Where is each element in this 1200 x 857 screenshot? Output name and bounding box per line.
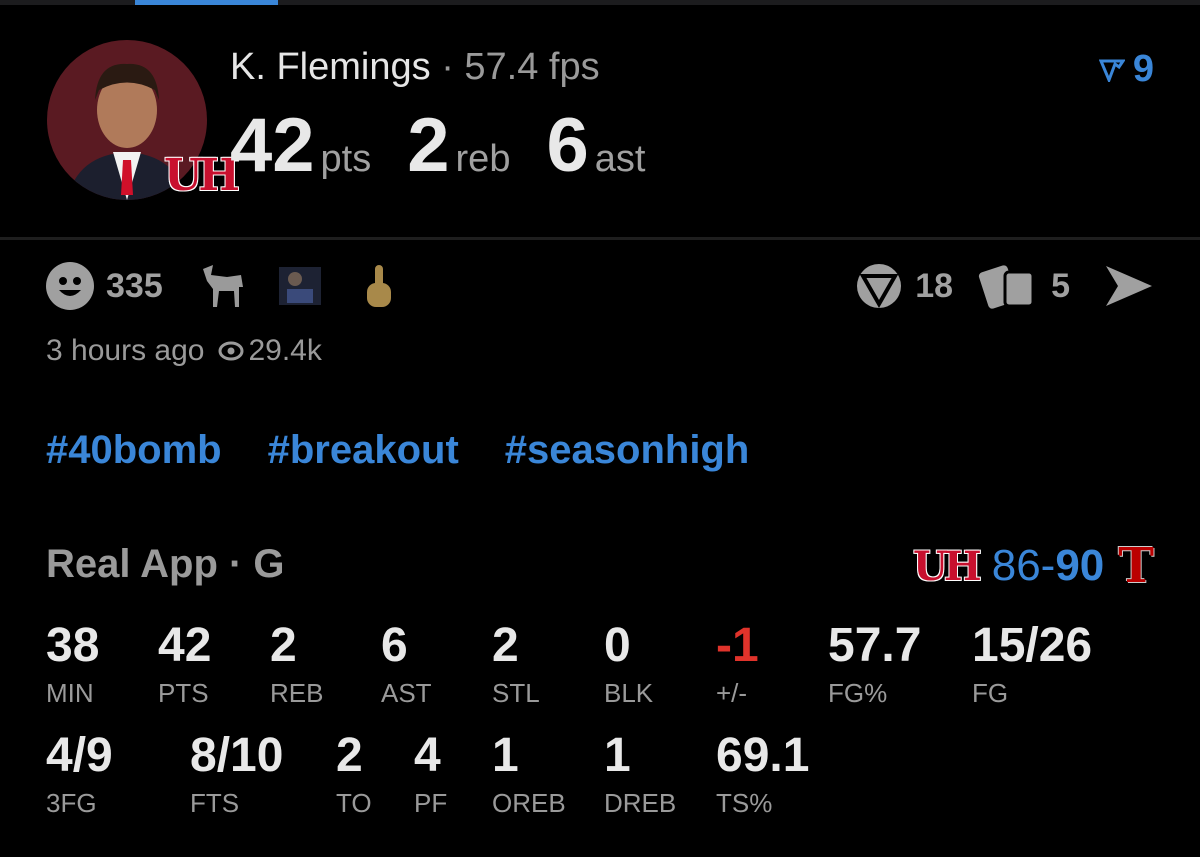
hashtag[interactable]: #seasonhigh [504,428,750,472]
top-tab-indicator [0,0,1200,5]
stat-value: 4/9 [46,729,113,782]
stat-label: +/- [716,678,748,708]
hashtag[interactable]: #breakout [267,428,459,472]
player-photo [67,63,187,200]
stat-label: MIN [46,678,94,708]
stat-value: 69.1 [716,729,810,782]
stat-oreb: 1 OREB [492,732,566,819]
stat-label: STL [492,678,540,708]
meme-image-emoji-icon [278,267,321,305]
game-score[interactable]: UH 86-90 T [913,538,1154,594]
comment-icon[interactable] [853,262,905,310]
fantasy-points: 57.4 fps [464,46,600,88]
stat-ts: 69.1 TS% [716,732,809,819]
stat-value: 38 [46,619,100,672]
stat-fts: 8/10 FTS [190,732,283,819]
reb-value: 2 [407,103,450,188]
stat-pts: 42 PTS [158,622,211,709]
comment-count: 18 [915,266,954,305]
send-icon[interactable] [1104,264,1154,308]
away-team-logo: T [1118,538,1154,594]
home-team-logo: UH [913,542,982,590]
score-separator: - [1040,541,1056,590]
league-label[interactable]: Real App · G [46,542,285,586]
stat-label: PTS [158,678,209,708]
cards-share-icon[interactable] [977,262,1041,310]
stat-label: TS% [716,788,773,818]
stat-value: 2 [492,619,519,672]
stat-label: PF [414,788,448,818]
goat-emoji-icon [202,265,243,307]
rank-value: 9 [1132,48,1154,90]
real-rank-icon [1098,59,1125,82]
rank-badge[interactable]: 9 [1098,48,1154,91]
stat-label: OREB [492,788,566,818]
team-logo-uh: UH [164,150,240,201]
stat-value: 0 [604,619,631,672]
active-tab-segment [135,0,278,5]
stat-label: BLK [604,678,654,708]
pts-value: 42 [230,103,315,188]
stat-value: 15/26 [972,619,1093,672]
player-header: K. Flemings · 57.4 fps [230,46,600,89]
hashtags: #40bomb #breakout #seasonhigh [46,428,749,473]
stat-blk: 0 BLK [604,622,653,709]
stat-value: 1 [492,729,519,782]
stat-label: TO [336,788,372,818]
hashtag[interactable]: #40bomb [46,428,222,472]
post-time: 3 hours ago [46,334,205,367]
actions-row: 18 5 [853,262,1154,310]
stat-value: 2 [336,729,363,782]
home-score: 86 [991,541,1041,590]
stat-label: 3FG [46,788,97,818]
reactions-row[interactable]: 335 [46,262,395,310]
stat-value: 6 [381,619,408,672]
reb-label: reb [455,138,511,180]
player-name[interactable]: K. Flemings [230,46,431,88]
share-count: 5 [1051,266,1070,305]
stat-reb: 2 REB [270,622,323,709]
stat-to: 2 TO [336,732,372,819]
stat-value: 42 [158,619,212,672]
stat-value: 2 [270,619,297,672]
reaction-count: 335 [106,266,163,305]
player-avatar[interactable] [47,40,207,200]
middle-finger-emoji-icon [366,265,391,307]
stat-label: AST [381,678,432,708]
smiley-reaction-icon[interactable] [46,262,94,310]
divider [0,237,1200,240]
stat-dreb: 1 DREB [604,732,676,819]
pts-label: pts [320,138,372,180]
stat-value: 57.7 [828,619,922,672]
stat-pf: 4 PF [414,732,447,819]
stat-label: DREB [604,788,677,818]
post-meta: 3 hours ago 29.4k [46,334,322,368]
view-count: 29.4k [248,334,322,367]
eye-icon [218,341,244,361]
stat-label: REB [270,678,324,708]
stat-label: FG% [828,678,888,708]
ast-value: 6 [546,103,589,188]
away-score: 90 [1055,541,1105,590]
stat-3fg: 4/9 3FG [46,732,113,819]
stat-min: 38 MIN [46,622,99,709]
headline-stats: 42 pts 2 reb 6 ast [230,102,681,189]
stat-value: -1 [716,619,759,672]
stat-fg: 15/26 FG [972,622,1092,709]
ast-label: ast [594,138,646,180]
stat-value: 8/10 [190,729,284,782]
stat-: -1 +/- [716,622,759,709]
stat-stl: 2 STL [492,622,540,709]
stat-label: FTS [190,788,240,818]
stat-ast: 6 AST [381,622,432,709]
stat-value: 1 [604,729,631,782]
separator: · [441,46,454,88]
stat-label: FG [972,678,1009,708]
stat-fg: 57.7 FG% [828,622,921,709]
stat-value: 4 [414,729,441,782]
